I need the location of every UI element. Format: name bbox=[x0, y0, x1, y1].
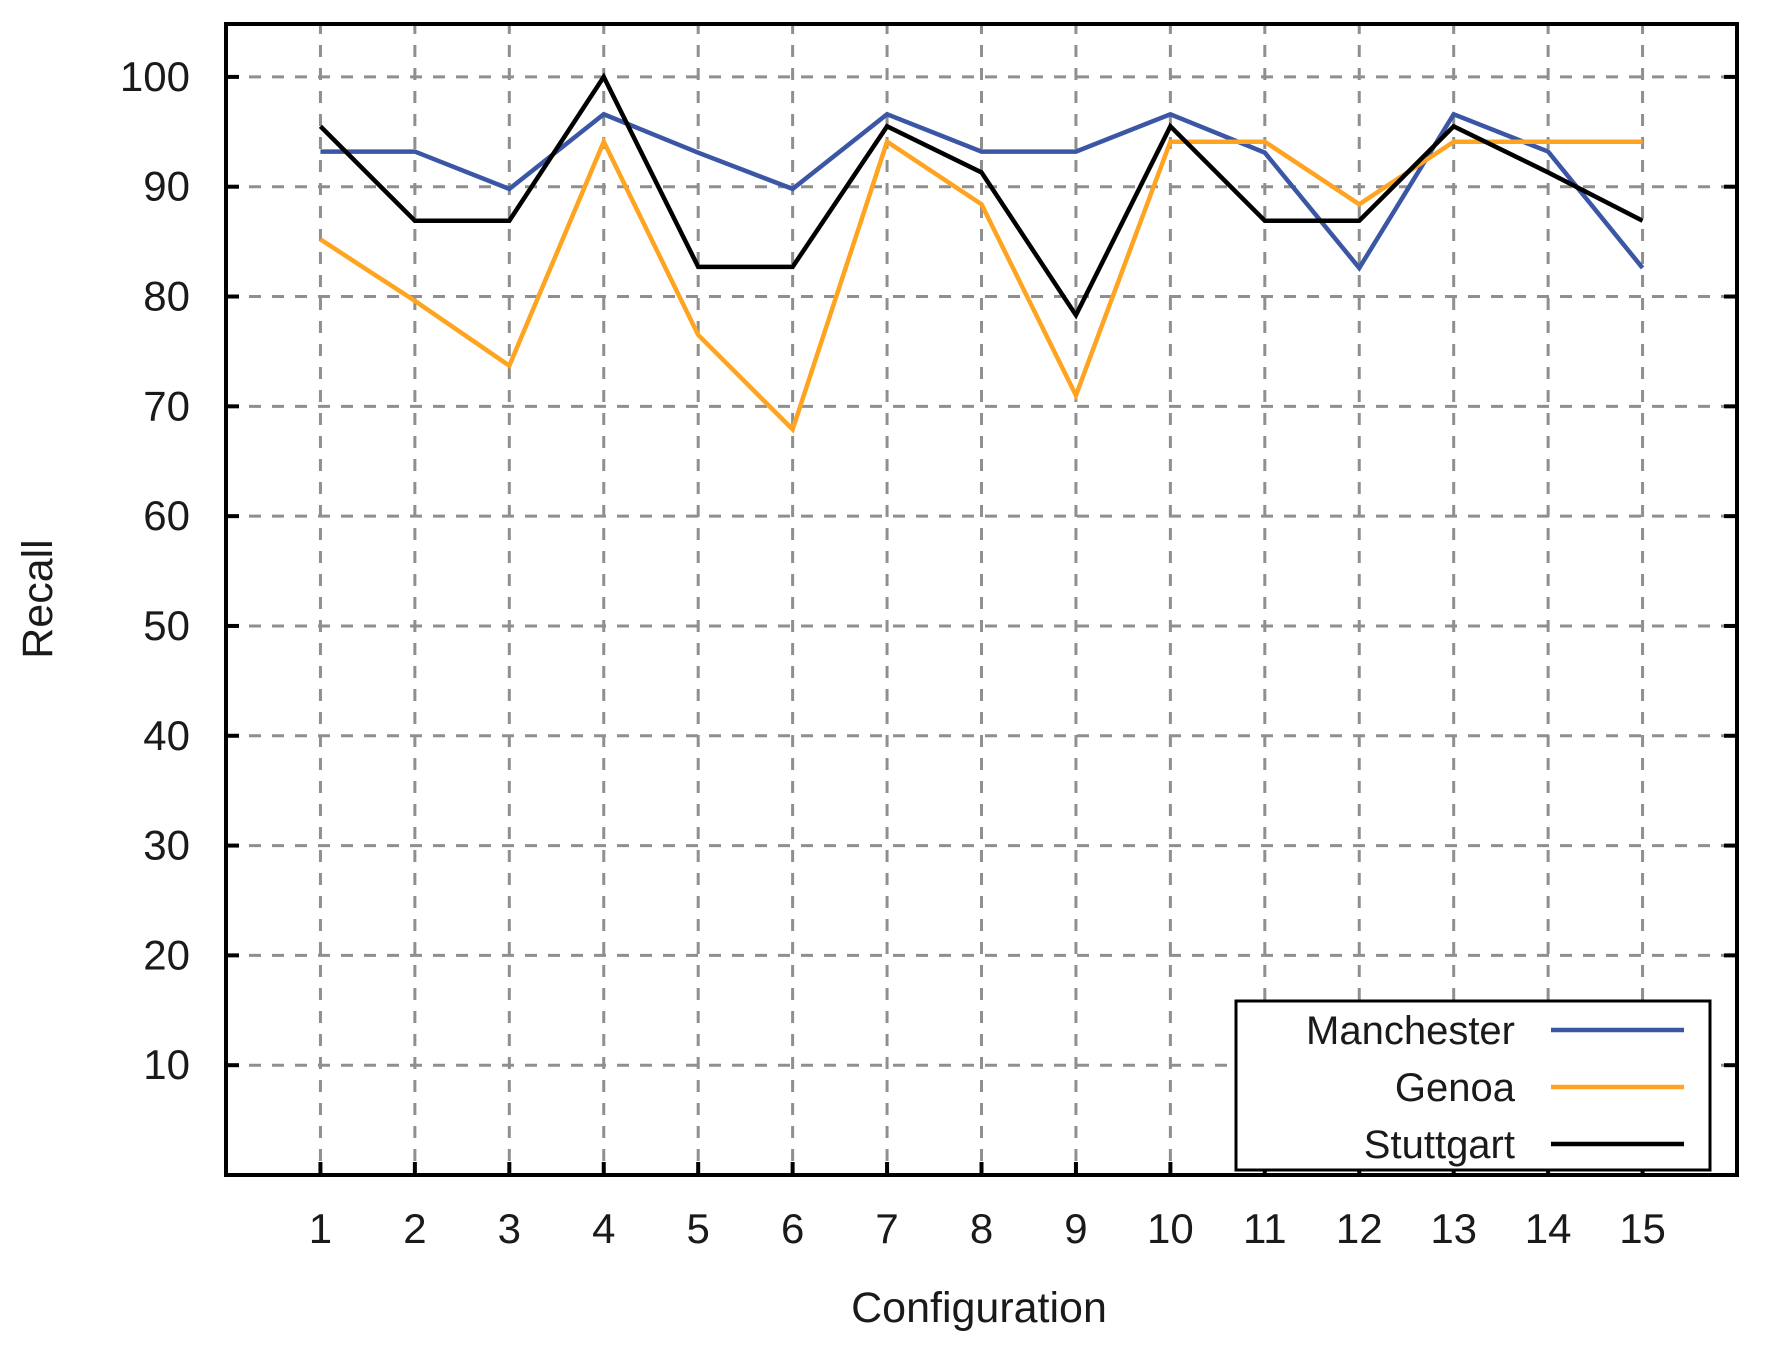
x-tick-label-11: 11 bbox=[1243, 1205, 1287, 1252]
y-tick-label-30: 30 bbox=[143, 822, 190, 869]
x-tick-label-4: 4 bbox=[592, 1205, 615, 1252]
y-tick-label-60: 60 bbox=[143, 492, 190, 539]
legend-label-genoa: Genoa bbox=[1395, 1066, 1516, 1110]
y-tick-label-10: 10 bbox=[143, 1041, 190, 1088]
plot-border bbox=[224, 22, 1739, 1177]
legend: Manchester Genoa Stuttgart bbox=[1234, 999, 1712, 1172]
x-tick-label-8: 8 bbox=[970, 1205, 993, 1252]
x-axis-title: Configuration bbox=[851, 1284, 1107, 1332]
y-tick-label-70: 70 bbox=[143, 382, 190, 429]
x-tick-label-7: 7 bbox=[875, 1205, 898, 1252]
y-tick-label-90: 90 bbox=[143, 163, 190, 210]
series-line-genoa bbox=[319, 136, 1643, 434]
y-tick-label-50: 50 bbox=[143, 602, 190, 649]
gridlines bbox=[226, 22, 1737, 1175]
y-tick-label-80: 80 bbox=[143, 273, 190, 320]
y-axis-title: Recall bbox=[14, 539, 62, 659]
tick-labels: 1 2 3 4 5 6 7 8 9 10 11 12 13 14 151020304050607080901… bbox=[120, 53, 1666, 1252]
x-tick-label-2: 2 bbox=[403, 1205, 426, 1252]
x-tick-label-6: 6 bbox=[781, 1205, 804, 1252]
series-line-manchester bbox=[320, 111, 1645, 272]
x-tick-label-9: 9 bbox=[1064, 1205, 1087, 1252]
x-tick-label-14: 14 bbox=[1525, 1205, 1572, 1252]
series-line-stuttgart bbox=[318, 72, 1644, 320]
y-tick-label-40: 40 bbox=[143, 712, 190, 759]
x-tick-label-3: 3 bbox=[498, 1205, 521, 1252]
x-tick-label-10: 10 bbox=[1147, 1205, 1194, 1252]
x-tick-label-1: 1 bbox=[309, 1205, 332, 1252]
y-tick-label-100: 100 bbox=[120, 53, 190, 100]
legend-label-manchester: Manchester bbox=[1306, 1009, 1515, 1053]
x-tick-label-13: 13 bbox=[1430, 1205, 1477, 1252]
x-tick-label-15: 15 bbox=[1619, 1205, 1666, 1252]
legend-label-stuttgart: Stuttgart bbox=[1364, 1123, 1515, 1167]
x-tick-label-5: 5 bbox=[687, 1205, 710, 1252]
x-tick-label-12: 12 bbox=[1336, 1205, 1383, 1252]
data-series bbox=[318, 72, 1645, 434]
y-tick-label-20: 20 bbox=[143, 931, 190, 978]
